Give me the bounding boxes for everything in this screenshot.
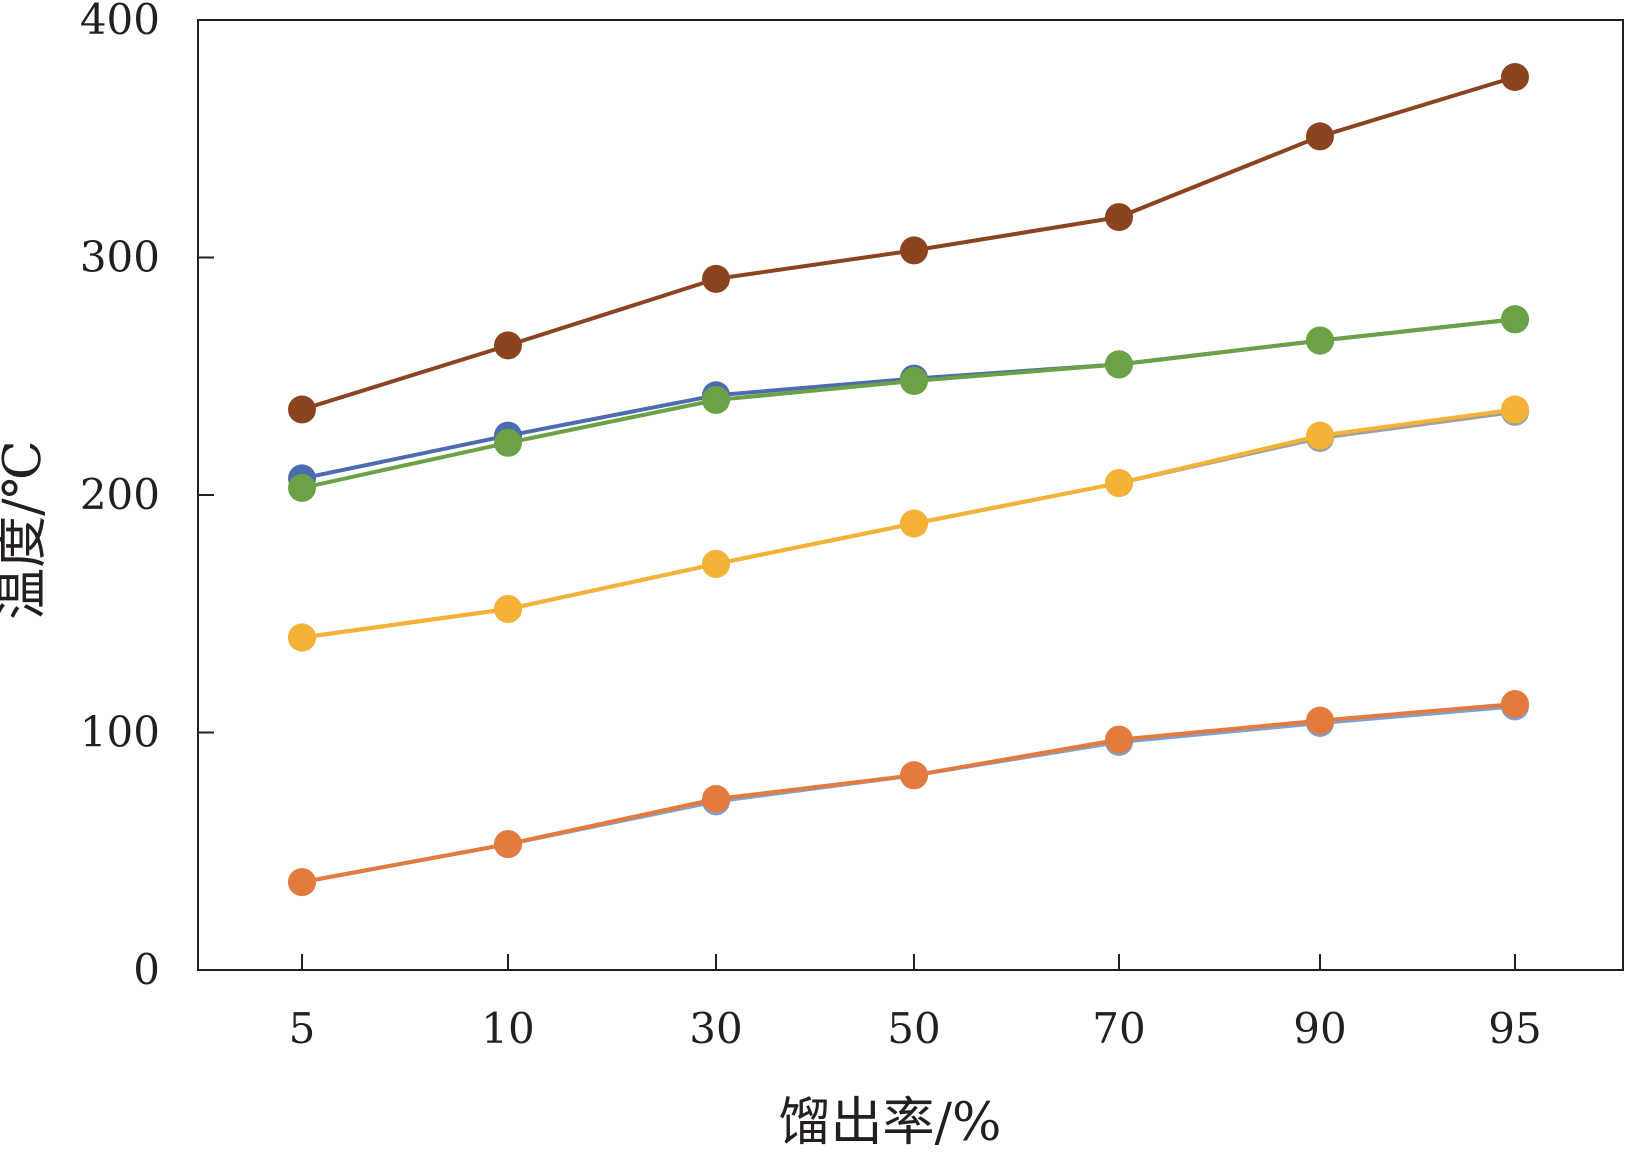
data-point (494, 830, 522, 859)
series-7 (288, 690, 1529, 897)
y-tick-label: 0 (133, 945, 160, 994)
y-tick-label: 300 (80, 233, 160, 282)
x-axis-title: 馏出率/% (779, 1093, 1002, 1153)
x-tick-label: 50 (887, 1004, 940, 1053)
data-point (1501, 305, 1529, 334)
data-point (1105, 203, 1133, 232)
data-point (1501, 690, 1529, 718)
data-point (1306, 421, 1334, 450)
data-point (288, 473, 316, 502)
series-line (301, 702, 1516, 885)
series-line (301, 704, 1516, 885)
data-point (494, 595, 522, 623)
y-tick-label: 100 (80, 708, 160, 757)
x-tick-label: 10 (481, 1004, 534, 1053)
data-point (702, 785, 730, 813)
data-point (900, 236, 928, 265)
y-tick-label: 400 (80, 0, 160, 44)
data-point (1105, 469, 1133, 498)
x-tick-label: 90 (1293, 1004, 1346, 1053)
x-tick-label: 30 (689, 1004, 742, 1053)
series-2 (288, 305, 1529, 493)
data-point (288, 395, 316, 424)
series-5 (288, 395, 1529, 652)
data-point (900, 761, 928, 790)
y-axis-title: 温度/℃ (0, 440, 53, 620)
data-point (702, 549, 730, 578)
data-point (1306, 326, 1334, 355)
data-point (1105, 350, 1133, 379)
y-axis: 0 100 200 300 400 (80, 0, 214, 994)
data-point (288, 868, 316, 897)
data-point (1501, 395, 1529, 424)
series-6 (288, 692, 1529, 897)
x-axis: 5 10 30 50 70 90 95 (289, 954, 1542, 1053)
series-3 (288, 305, 1529, 502)
data-point (1306, 706, 1334, 735)
data-point (900, 509, 928, 538)
plot-frame (197, 19, 1624, 971)
data-point (288, 623, 316, 652)
x-tick-label: 95 (1488, 1004, 1541, 1053)
series-1 (288, 63, 1529, 424)
data-point (1501, 63, 1529, 91)
data-point (1105, 725, 1133, 754)
x-tick-label: 70 (1092, 1004, 1145, 1053)
data-point (494, 428, 522, 457)
data-point (702, 386, 730, 414)
data-point (1306, 122, 1334, 151)
y-tick-label: 200 (80, 470, 160, 519)
x-tick-label: 5 (289, 1004, 316, 1053)
data-point (900, 367, 928, 395)
data-point (494, 331, 522, 360)
series-layer (288, 63, 1529, 897)
data-point (702, 264, 730, 293)
